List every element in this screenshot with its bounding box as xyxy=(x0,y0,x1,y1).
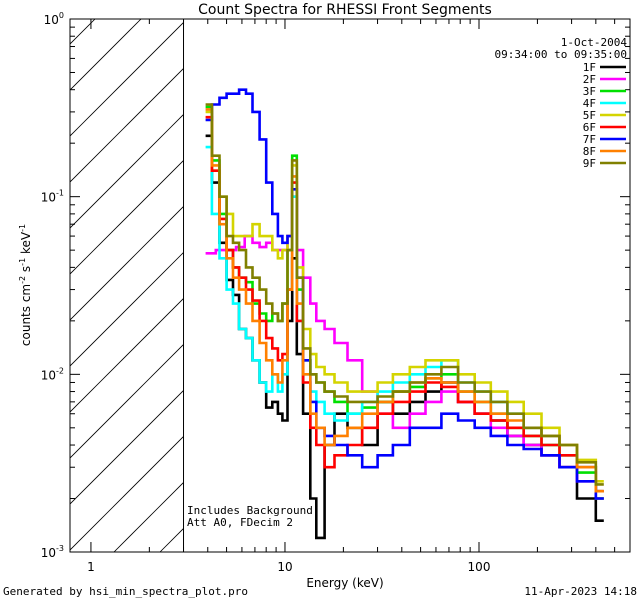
x-axis-label: Energy (keV) xyxy=(306,576,383,590)
y-axis-label: counts cm-2 s-1 keV-1 xyxy=(18,224,33,346)
hatch-line xyxy=(70,343,184,459)
note-background: Includes Background xyxy=(187,504,313,517)
hatch-line xyxy=(70,297,184,413)
hatch-line xyxy=(70,251,184,367)
series-line-9F xyxy=(205,103,604,486)
legend-label-3F: 3F xyxy=(583,85,596,98)
hatch-line xyxy=(113,481,184,552)
legend-date: 1-Oct-2004 xyxy=(561,36,628,49)
axis-ticks: 1 10 100 10-3 10-2 10-1 100 xyxy=(41,11,631,574)
y-tick-label: 10-1 xyxy=(41,189,64,205)
hatch-line xyxy=(70,67,184,183)
x-tick-label: 10 xyxy=(277,560,292,574)
note-attenuator: Att A0, FDecim 2 xyxy=(187,516,293,529)
chart-title: Count Spectra for RHESSI Front Segments xyxy=(198,2,492,18)
hatch-line xyxy=(70,435,184,551)
hatch-line xyxy=(70,113,184,229)
hatch-line xyxy=(70,159,184,275)
footer-timestamp: 11-Apr-2023 14:18 xyxy=(524,585,637,598)
legend-time-range: 09:34:00 to 09:35:00 xyxy=(495,48,627,61)
plot-frame xyxy=(69,18,631,553)
hatch-line xyxy=(0,0,76,552)
legend-label-4F: 4F xyxy=(583,97,596,110)
hatch-line xyxy=(70,21,184,137)
legend-label-6F: 6F xyxy=(583,121,596,134)
legend-label-5F: 5F xyxy=(583,109,596,122)
series-line-5F xyxy=(205,110,604,483)
legend-label-2F: 2F xyxy=(583,73,596,86)
legend-label-1F: 1F xyxy=(583,61,596,74)
y-tick-label: 10-2 xyxy=(41,366,64,382)
legend-label-7F: 7F xyxy=(583,133,596,146)
footer-generated: Generated by hsi_min_spectra_plot.pro xyxy=(3,585,248,598)
legend-label-9F: 9F xyxy=(583,157,596,170)
background-region xyxy=(0,0,640,552)
series-group xyxy=(183,19,604,552)
hatch-line xyxy=(70,389,184,505)
legend-label-8F: 8F xyxy=(583,145,596,158)
y-tick-label: 100 xyxy=(44,11,64,27)
hatch-line xyxy=(70,205,184,321)
x-tick-label: 100 xyxy=(468,560,491,574)
hatch-line xyxy=(206,0,640,552)
x-tick-label: 1 xyxy=(87,560,95,574)
series-line-8F xyxy=(205,108,604,493)
y-tick-label: 10-3 xyxy=(41,544,64,560)
hatch-line xyxy=(70,19,142,91)
